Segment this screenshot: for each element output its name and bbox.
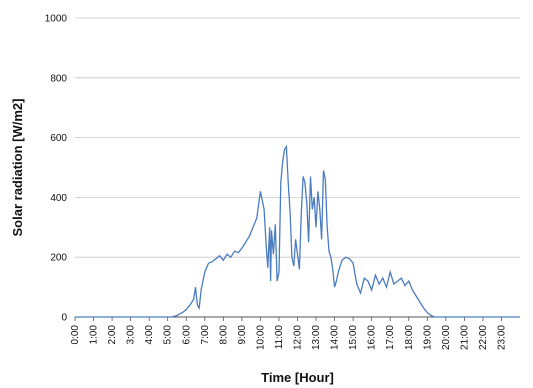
x-tick-label: 8:00	[218, 325, 229, 345]
y-axis-title: Solar radiation [W/m2]	[10, 99, 25, 237]
series-line	[75, 144, 520, 318]
x-tick-label: 3:00	[126, 325, 137, 345]
y-tick-label: 200	[50, 253, 67, 264]
x-tick-label: 6:00	[181, 325, 192, 345]
x-tick-label: 5:00	[163, 325, 174, 345]
x-tick-label: 16:00	[367, 325, 378, 350]
x-tick-label: 15:00	[348, 325, 359, 350]
x-tick-label: 14:00	[330, 325, 341, 350]
x-tick-label: 10:00	[255, 325, 266, 350]
x-tick-label: 18:00	[404, 325, 415, 350]
x-tick-label: 17:00	[385, 325, 396, 350]
x-tick-label: 13:00	[311, 325, 322, 350]
x-tick-label: 20:00	[441, 325, 452, 350]
y-tick-label: 0	[61, 313, 67, 324]
x-tick-label: 0:00	[70, 325, 81, 345]
y-tick-label: 600	[50, 133, 67, 144]
x-tick-label: 4:00	[144, 325, 155, 345]
x-tick-label: 2:00	[107, 325, 118, 345]
x-tick-label: 21:00	[459, 325, 470, 350]
gridlines	[75, 17, 520, 318]
x-tick-label: 19:00	[422, 325, 433, 350]
x-tick-label: 23:00	[496, 325, 507, 350]
x-tick-label: 1:00	[89, 325, 100, 345]
y-tick-label: 1000	[45, 14, 68, 25]
x-tick-label: 11:00	[274, 325, 285, 350]
x-tick-label: 22:00	[478, 325, 489, 350]
y-tick-label: 400	[50, 193, 67, 204]
x-tick-label: 7:00	[200, 325, 211, 345]
x-tick-label: 9:00	[237, 325, 248, 345]
y-tick-labels: 0 200 400 600 800 1000	[45, 14, 68, 324]
x-tick-label: 12:00	[293, 325, 304, 350]
x-tick-labels: 0:00 1:00 2:00 3:00 4:00 5:00 6:00 7:00 8:00 9:00…	[70, 317, 507, 350]
x-axis-title: Time [Hour]	[261, 370, 334, 385]
y-tick-label: 800	[50, 73, 67, 84]
